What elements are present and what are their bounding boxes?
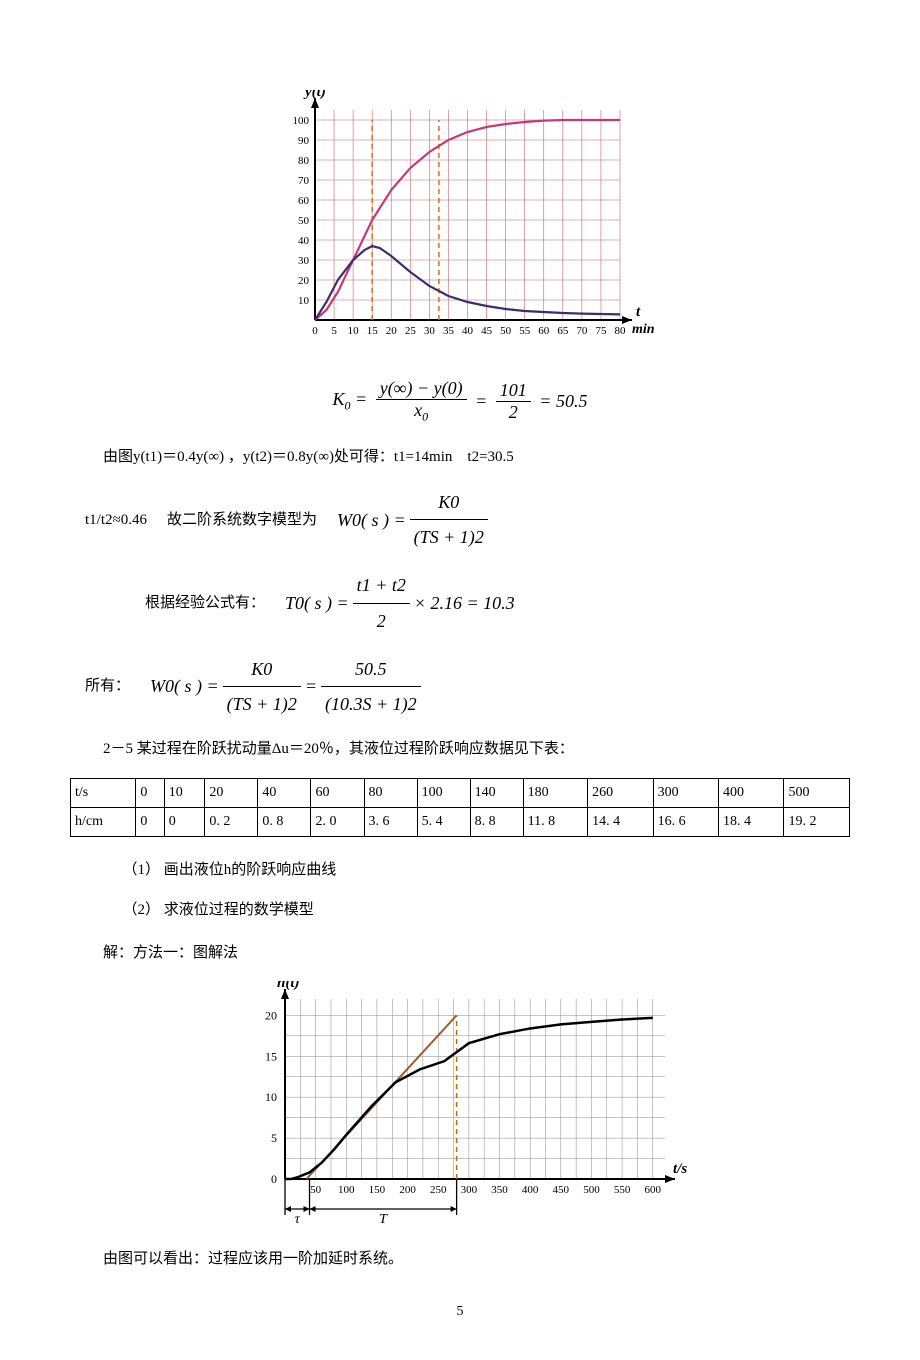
- svg-text:50: 50: [500, 325, 512, 337]
- svg-text:55: 55: [519, 325, 531, 337]
- svg-text:100: 100: [338, 1184, 355, 1196]
- table-row-h: h/cm000. 20. 82. 03. 65. 48. 811. 814. 4…: [71, 807, 850, 836]
- svg-text:5: 5: [271, 1131, 277, 1145]
- svg-text:10: 10: [265, 1090, 277, 1104]
- svg-text:400: 400: [522, 1184, 539, 1196]
- svg-text:150: 150: [369, 1184, 386, 1196]
- svg-text:5: 5: [331, 325, 337, 337]
- svg-text:450: 450: [553, 1184, 570, 1196]
- problem25-q1: （1） 画出液位h的阶跃响应曲线: [123, 855, 851, 885]
- svg-text:200: 200: [399, 1184, 416, 1196]
- svg-text:10: 10: [348, 325, 360, 337]
- svg-text:90: 90: [298, 135, 310, 147]
- svg-text:T: T: [379, 1212, 388, 1227]
- svg-text:0: 0: [312, 325, 318, 337]
- svg-text:20: 20: [265, 1009, 277, 1023]
- svg-text:20: 20: [298, 275, 310, 287]
- svg-text:60: 60: [538, 325, 550, 337]
- svg-text:75: 75: [595, 325, 607, 337]
- svg-text:40: 40: [462, 325, 474, 337]
- svg-text:45: 45: [481, 325, 493, 337]
- svg-text:300: 300: [461, 1184, 478, 1196]
- equation-k0: K0 = y(∞) − y(0) x0 = 101 2 = 50.5: [70, 378, 850, 425]
- svg-text:15: 15: [367, 325, 379, 337]
- svg-text:50: 50: [298, 215, 310, 227]
- svg-text:τ: τ: [295, 1212, 301, 1227]
- svg-text:350: 350: [491, 1184, 508, 1196]
- svg-text:80: 80: [298, 155, 310, 167]
- svg-text:0: 0: [271, 1172, 277, 1186]
- svg-text:min: min: [632, 322, 655, 337]
- svg-text:70: 70: [298, 175, 310, 187]
- svg-text:50: 50: [310, 1184, 322, 1196]
- svg-text:35: 35: [443, 325, 455, 337]
- svg-text:15: 15: [265, 1049, 277, 1063]
- svg-text:y(t): y(t): [303, 90, 326, 100]
- svg-text:t/s: t/s: [673, 1161, 687, 1177]
- svg-text:500: 500: [583, 1184, 600, 1196]
- svg-text:600: 600: [644, 1184, 661, 1196]
- chart2-container: 0 5 10 15 20 50 100 150 200 250 300 350 400 450 500 550…: [70, 981, 850, 1231]
- svg-text:40: 40: [298, 235, 310, 247]
- chart2-level-response: 0 5 10 15 20 50 100 150 200 250 300 350 400 450 500 550…: [215, 981, 705, 1231]
- svg-text:30: 30: [424, 325, 436, 337]
- line-t0-formula: 根据经验公式有： T0( s ) = t1 + t2 2 × 2.16 = 10…: [145, 568, 850, 637]
- svg-text:60: 60: [298, 195, 310, 207]
- conclusion-line: 由图可以看出：过程应该用一阶加延时系统。: [70, 1245, 850, 1274]
- svg-text:h(t): h(t): [277, 981, 300, 991]
- chart1-step-response: 10 20 30 40 50 60 70 80 90 100 0 5 10 15 20 25 30 35 40 45 5…: [260, 90, 660, 360]
- svg-text:100: 100: [293, 115, 310, 127]
- svg-text:65: 65: [557, 325, 569, 337]
- svg-text:70: 70: [576, 325, 588, 337]
- svg-text:20: 20: [386, 325, 398, 337]
- problem25-solution-header: 解：方法一：图解法: [70, 939, 850, 968]
- page-number: 5: [70, 1304, 850, 1320]
- svg-text:t: t: [636, 304, 641, 320]
- svg-text:30: 30: [298, 255, 310, 267]
- table-row-t: t/s01020406080100140180260300400500: [71, 778, 850, 807]
- svg-text:250: 250: [430, 1184, 447, 1196]
- svg-text:10: 10: [298, 295, 310, 307]
- problem25-data-table: t/s01020406080100140180260300400500 h/cm…: [70, 778, 850, 837]
- problem25-title: 2－5 某过程在阶跃扰动量Δu＝20％，其液位过程阶跃响应数据见下表：: [70, 735, 850, 764]
- svg-text:550: 550: [614, 1184, 631, 1196]
- svg-text:80: 80: [615, 325, 627, 337]
- line-second-order-model: t1/t2≈0.46 故二阶系统数字模型为 W0( s ) = K0 (TS +…: [85, 485, 850, 554]
- line-t1t2-values: 由图y(t1)＝0.4y(∞) ，y(t2)＝0.8y(∞)处可得：t1=14m…: [70, 443, 850, 472]
- svg-text:25: 25: [405, 325, 417, 337]
- line-w0-result: 所有： W0( s ) = K0 (TS + 1)2 = 50.5 (10.3S…: [85, 652, 850, 721]
- problem25-q2: （2） 求液位过程的数学模型: [123, 895, 851, 925]
- chart1-container: 10 20 30 40 50 60 70 80 90 100 0 5 10 15 20 25 30 35 40 45 5…: [70, 90, 850, 360]
